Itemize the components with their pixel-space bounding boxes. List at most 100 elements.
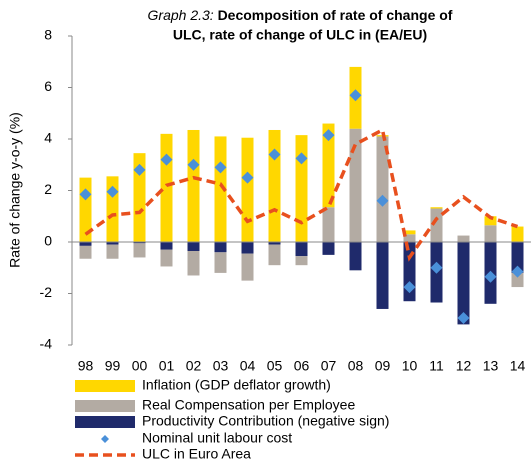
bar [376, 242, 389, 309]
x-tick-label: 12 [456, 358, 472, 374]
marker [484, 270, 497, 283]
legend-label: ULC in Euro Area [142, 446, 251, 462]
bar [241, 242, 254, 254]
x-tick-label: 11 [429, 358, 444, 374]
bar [160, 242, 173, 250]
bar [349, 242, 362, 271]
x-tick-label: 08 [348, 358, 364, 374]
bar [187, 251, 200, 276]
legend-swatch [101, 435, 109, 443]
bar [349, 128, 362, 242]
bar [241, 253, 254, 281]
bar [268, 244, 281, 266]
bar [106, 244, 119, 259]
x-tick-label: 06 [294, 358, 310, 374]
marker [376, 194, 389, 207]
x-tick-label: 03 [213, 358, 229, 374]
chart-title: ULC, rate of change of ULC in (EA/EU) [173, 27, 427, 43]
bar [268, 129, 281, 242]
legend-swatch [75, 380, 135, 392]
bar [160, 133, 173, 242]
marker [187, 158, 200, 171]
bar [484, 225, 497, 242]
legend-label: Real Compensation per Employee [142, 397, 355, 413]
line [84, 127, 519, 262]
bar [241, 137, 254, 242]
bar [484, 216, 497, 226]
x-tick-label: 14 [510, 358, 526, 374]
bar [322, 123, 335, 208]
legend-label: Nominal unit labour cost [142, 430, 292, 446]
bar [376, 136, 389, 242]
chart-title: Graph 2.3: Decomposition of rate of chan… [148, 7, 453, 23]
bar [106, 242, 119, 245]
marker [403, 281, 416, 294]
x-tick-label: 10 [402, 358, 418, 374]
bar [160, 249, 173, 267]
x-tick-label: 00 [132, 358, 148, 374]
marker [214, 161, 227, 174]
bar [457, 235, 470, 242]
bar [133, 153, 146, 242]
marker [457, 311, 470, 324]
y-tick-label: 4 [44, 130, 52, 146]
bar [214, 252, 227, 273]
bar [457, 242, 470, 325]
bar [187, 242, 200, 252]
marker [268, 148, 281, 161]
y-tick-label: 2 [44, 181, 52, 197]
bar [403, 230, 416, 235]
bar [430, 208, 443, 242]
bar [79, 245, 92, 259]
bar [295, 256, 308, 266]
legend-swatch [75, 416, 135, 428]
bar [430, 207, 443, 209]
legend-label: Productivity Contribution (negative sign… [142, 413, 389, 429]
marker [241, 171, 254, 184]
bar [295, 135, 308, 242]
bar [214, 136, 227, 242]
marker [322, 129, 335, 142]
marker [349, 89, 362, 102]
y-tick-label: 0 [44, 233, 52, 249]
marker [430, 261, 443, 274]
x-tick-label: 01 [159, 358, 175, 374]
bar [511, 242, 524, 273]
bar [79, 242, 92, 246]
title-label: Graph 2.3: [148, 7, 214, 23]
x-tick-label: 13 [483, 358, 499, 374]
bar [295, 242, 308, 257]
legend-swatch [75, 400, 135, 412]
x-tick-label: 98 [78, 358, 94, 374]
bar [133, 243, 146, 258]
x-tick-label: 09 [375, 358, 391, 374]
bar [187, 129, 200, 242]
x-tick-label: 07 [321, 358, 337, 374]
title-line: Decomposition of rate of change of [218, 7, 453, 23]
bar [511, 272, 524, 288]
y-tick-label: -4 [40, 336, 53, 352]
x-tick-label: 02 [186, 358, 202, 374]
bar [214, 242, 227, 253]
bar [511, 226, 524, 242]
y-axis-label: Rate of change y-o-y (%) [7, 112, 23, 268]
x-tick-label: 05 [267, 358, 283, 374]
marker [295, 152, 308, 165]
y-tick-label: 8 [44, 27, 52, 43]
x-tick-label: 99 [105, 358, 121, 374]
y-tick-label: 6 [44, 78, 52, 94]
bar [322, 242, 335, 255]
marker [511, 265, 524, 278]
bar [133, 242, 146, 244]
x-tick-label: 04 [240, 358, 256, 374]
marker [160, 153, 173, 166]
marker [133, 163, 146, 176]
legend-label: Inflation (GDP deflator growth) [142, 377, 331, 393]
marker [106, 185, 119, 198]
bar [403, 234, 416, 242]
marker [79, 188, 92, 201]
y-tick-label: -2 [40, 284, 53, 300]
bar [322, 207, 335, 242]
bar [268, 242, 281, 245]
